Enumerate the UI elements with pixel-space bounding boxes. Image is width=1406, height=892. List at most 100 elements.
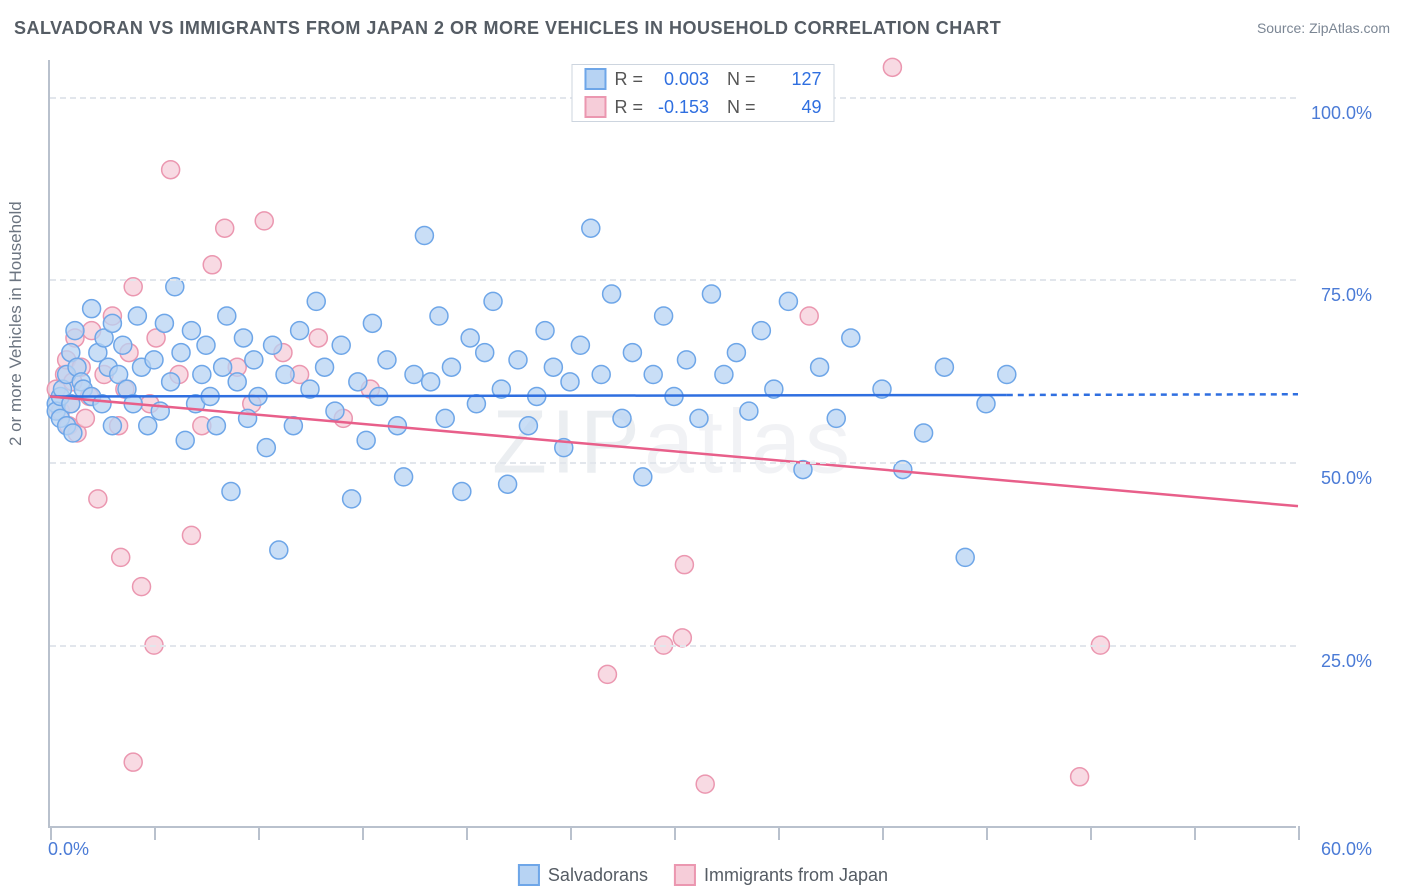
x-tick <box>362 826 364 840</box>
source-label: Source: ZipAtlas.com <box>1257 20 1390 36</box>
data-point <box>405 366 423 384</box>
chart-title: SALVADORAN VS IMMIGRANTS FROM JAPAN 2 OR… <box>14 18 1001 39</box>
data-point <box>509 351 527 369</box>
data-point <box>83 300 101 318</box>
data-point <box>690 409 708 427</box>
y-axis-label: 2 or more Vehicles in Household <box>6 201 26 446</box>
x-tick <box>258 826 260 840</box>
data-point <box>214 358 232 376</box>
x-tick <box>50 826 52 840</box>
gridline <box>50 462 1296 464</box>
data-point <box>326 402 344 420</box>
x-end-label: 60.0% <box>1321 839 1372 860</box>
x-tick <box>1298 826 1300 840</box>
data-point <box>998 366 1016 384</box>
data-point <box>203 256 221 274</box>
stats-row-salvadorans: R = 0.003 N = 127 <box>572 65 833 93</box>
data-point <box>702 285 720 303</box>
data-point <box>571 336 589 354</box>
data-point <box>363 314 381 332</box>
data-point <box>613 409 631 427</box>
data-point <box>623 344 641 362</box>
data-point <box>603 285 621 303</box>
n-value-japan: 49 <box>766 97 822 118</box>
data-point <box>228 373 246 391</box>
legend-label-salvadorans: Salvadorans <box>548 865 648 886</box>
x-tick <box>154 826 156 840</box>
data-point <box>842 329 860 347</box>
data-point <box>182 322 200 340</box>
data-point <box>172 344 190 362</box>
data-point <box>145 351 163 369</box>
data-point <box>64 424 82 442</box>
data-point <box>827 409 845 427</box>
legend-item-salvadorans: Salvadorans <box>518 864 648 886</box>
data-point <box>673 629 691 647</box>
x-tick <box>986 826 988 840</box>
data-point <box>915 424 933 442</box>
swatch-japan <box>584 96 606 118</box>
swatch-salvadorans <box>584 68 606 90</box>
data-point <box>461 329 479 347</box>
legend-label-japan: Immigrants from Japan <box>704 865 888 886</box>
data-point <box>139 417 157 435</box>
data-point <box>1071 768 1089 786</box>
data-point <box>598 665 616 683</box>
data-point <box>264 336 282 354</box>
data-point <box>245 351 263 369</box>
data-point <box>197 336 215 354</box>
x-start-label: 0.0% <box>48 839 89 860</box>
data-point <box>677 351 695 369</box>
data-point <box>422 373 440 391</box>
gridline <box>50 645 1296 647</box>
data-point <box>415 227 433 245</box>
data-point <box>270 541 288 559</box>
trend-line-dashed <box>1007 394 1298 395</box>
data-point <box>155 314 173 332</box>
correlation-chart: SALVADORAN VS IMMIGRANTS FROM JAPAN 2 OR… <box>0 0 1406 892</box>
data-point <box>133 578 151 596</box>
data-point <box>883 58 901 76</box>
data-point <box>357 431 375 449</box>
data-point <box>103 417 121 435</box>
data-point <box>112 548 130 566</box>
trend-line <box>50 395 1007 396</box>
data-point <box>176 431 194 449</box>
data-point <box>467 395 485 413</box>
data-point <box>430 307 448 325</box>
data-point <box>436 409 454 427</box>
data-point <box>349 373 367 391</box>
stats-row-japan: R = -0.153 N = 49 <box>572 93 833 121</box>
data-point <box>257 439 275 457</box>
data-point <box>956 548 974 566</box>
data-point <box>811 358 829 376</box>
y-tick-label: 100.0% <box>1311 103 1372 124</box>
data-point <box>592 366 610 384</box>
data-point <box>128 307 146 325</box>
n-value-salvadorans: 127 <box>766 69 822 90</box>
x-tick <box>1090 826 1092 840</box>
data-point <box>519 417 537 435</box>
data-point <box>124 753 142 771</box>
data-point <box>291 322 309 340</box>
data-point <box>752 322 770 340</box>
data-point <box>216 219 234 237</box>
y-tick-label: 50.0% <box>1321 468 1372 489</box>
data-point <box>499 475 517 493</box>
data-point <box>655 307 673 325</box>
data-point <box>715 366 733 384</box>
data-point <box>582 219 600 237</box>
r-value-japan: -0.153 <box>653 97 709 118</box>
data-point <box>484 292 502 310</box>
data-point <box>89 490 107 508</box>
x-tick <box>570 826 572 840</box>
stats-legend: R = 0.003 N = 127 R = -0.153 N = 49 <box>571 64 834 122</box>
data-point <box>193 366 211 384</box>
data-point <box>476 344 494 362</box>
data-point <box>162 373 180 391</box>
data-point <box>276 366 294 384</box>
data-point <box>644 366 662 384</box>
data-point <box>316 358 334 376</box>
bottom-legend: Salvadorans Immigrants from Japan <box>518 864 888 886</box>
x-tick <box>1194 826 1196 840</box>
